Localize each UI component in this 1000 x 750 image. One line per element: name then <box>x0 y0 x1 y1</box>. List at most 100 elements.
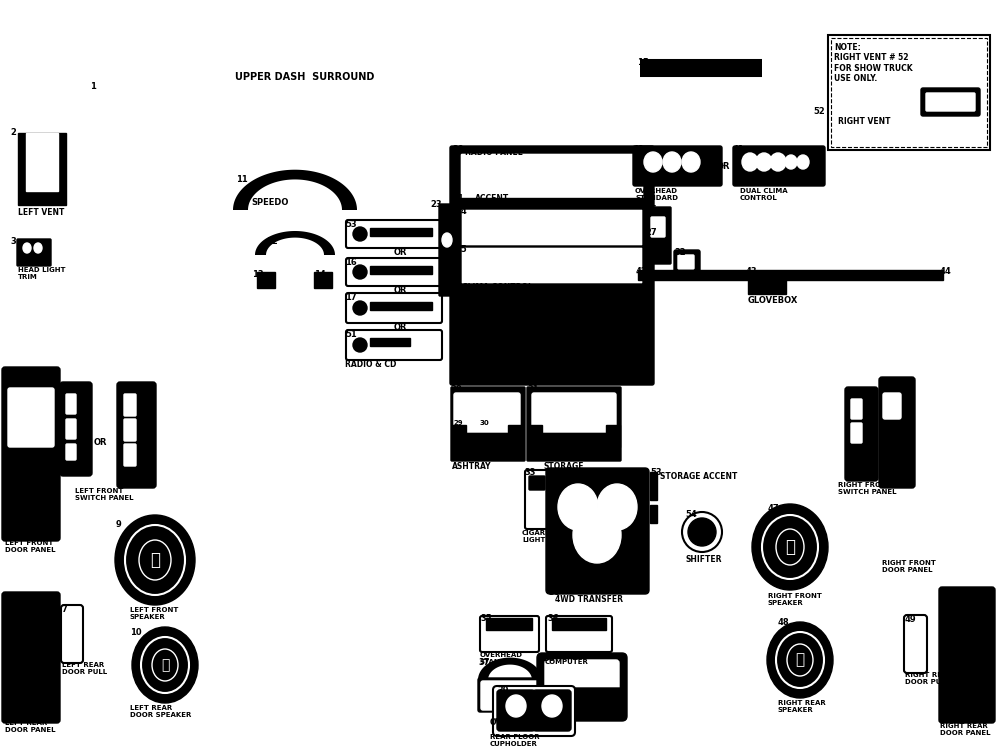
Text: 29: 29 <box>453 420 463 426</box>
Text: 36: 36 <box>548 588 560 597</box>
FancyBboxPatch shape <box>346 258 442 286</box>
FancyBboxPatch shape <box>921 88 980 116</box>
FancyBboxPatch shape <box>66 394 76 414</box>
Text: OR: OR <box>393 323 407 332</box>
FancyBboxPatch shape <box>527 387 621 461</box>
Ellipse shape <box>125 525 185 595</box>
Text: RIGHT FRONT
SWITCH PANEL: RIGHT FRONT SWITCH PANEL <box>838 482 896 495</box>
Ellipse shape <box>542 695 562 717</box>
Text: 43: 43 <box>746 267 758 276</box>
Bar <box>370 266 432 274</box>
Ellipse shape <box>682 152 700 172</box>
Text: SHIFTER: SHIFTER <box>685 555 722 564</box>
Text: 15: 15 <box>637 58 649 67</box>
Ellipse shape <box>762 515 818 579</box>
FancyBboxPatch shape <box>481 681 539 710</box>
Ellipse shape <box>776 529 804 565</box>
Text: 21: 21 <box>452 194 464 203</box>
Ellipse shape <box>139 540 171 580</box>
Text: RIGHT VENT: RIGHT VENT <box>838 117 891 126</box>
Ellipse shape <box>141 637 189 693</box>
Text: RADIO PANEL: RADIO PANEL <box>465 148 523 157</box>
Text: LEFT REAR
DOOR PANEL: LEFT REAR DOOR PANEL <box>5 720 56 733</box>
Ellipse shape <box>770 153 786 171</box>
Text: 28: 28 <box>450 385 462 394</box>
Bar <box>528 425 542 447</box>
FancyBboxPatch shape <box>117 382 156 488</box>
Text: SPEEDO: SPEEDO <box>251 198 289 207</box>
Text: 45: 45 <box>846 387 858 396</box>
Text: LEFT REAR
DOOR PULL: LEFT REAR DOOR PULL <box>62 662 107 675</box>
Text: 19: 19 <box>353 340 363 346</box>
Text: OR: OR <box>716 162 730 171</box>
Bar <box>486 618 532 630</box>
Ellipse shape <box>688 518 716 546</box>
FancyBboxPatch shape <box>533 690 571 731</box>
Polygon shape <box>255 231 335 255</box>
FancyBboxPatch shape <box>124 394 136 416</box>
FancyBboxPatch shape <box>346 220 442 248</box>
Ellipse shape <box>797 155 809 169</box>
Text: RIGHT REAR
DOOR PANEL: RIGHT REAR DOOR PANEL <box>940 723 990 736</box>
Ellipse shape <box>644 152 662 172</box>
Text: 17: 17 <box>345 293 357 302</box>
Ellipse shape <box>115 515 195 605</box>
Text: DUAL CLIMA
CONTROL: DUAL CLIMA CONTROL <box>740 188 788 201</box>
Text: OVERHEAD
COMPUTER: OVERHEAD COMPUTER <box>545 652 589 665</box>
FancyBboxPatch shape <box>537 653 627 721</box>
Bar <box>638 270 943 280</box>
Ellipse shape <box>787 644 813 676</box>
Text: 42: 42 <box>636 267 648 276</box>
Text: 23: 23 <box>430 200 442 209</box>
Text: GLOVEBOX: GLOVEBOX <box>748 296 798 305</box>
Ellipse shape <box>353 301 367 315</box>
FancyBboxPatch shape <box>678 255 694 269</box>
Text: 9: 9 <box>116 520 122 529</box>
FancyBboxPatch shape <box>926 93 975 111</box>
Text: RIGHT FRONT
SPEAKER: RIGHT FRONT SPEAKER <box>768 593 822 606</box>
FancyBboxPatch shape <box>649 207 671 264</box>
FancyBboxPatch shape <box>674 250 700 274</box>
FancyBboxPatch shape <box>60 382 92 476</box>
FancyBboxPatch shape <box>346 293 442 323</box>
FancyBboxPatch shape <box>2 592 60 723</box>
FancyBboxPatch shape <box>883 393 901 419</box>
Ellipse shape <box>23 243 31 253</box>
FancyBboxPatch shape <box>450 146 654 385</box>
FancyBboxPatch shape <box>529 476 545 490</box>
Text: ACCENT: ACCENT <box>475 194 509 203</box>
Ellipse shape <box>573 507 621 563</box>
Text: RIGHT FRONT
DOOR PANEL: RIGHT FRONT DOOR PANEL <box>882 560 936 573</box>
FancyBboxPatch shape <box>124 419 136 441</box>
Text: 1: 1 <box>90 82 96 91</box>
Text: OVERHEAD
STANDARD: OVERHEAD STANDARD <box>635 188 678 201</box>
FancyBboxPatch shape <box>904 615 927 673</box>
Text: 41: 41 <box>733 145 745 154</box>
Text: 16: 16 <box>345 258 357 267</box>
FancyBboxPatch shape <box>851 399 862 419</box>
Ellipse shape <box>785 155 797 169</box>
Text: 53: 53 <box>345 220 357 229</box>
Ellipse shape <box>442 233 452 247</box>
Text: CLIMA CONTROL: CLIMA CONTROL <box>462 283 533 292</box>
Bar <box>552 618 606 630</box>
Ellipse shape <box>34 243 42 253</box>
Text: NOTE:
RIGHT VENT # 52
FOR SHOW TRUCK
USE ONLY.: NOTE: RIGHT VENT # 52 FOR SHOW TRUCK USE… <box>834 43 913 83</box>
Text: 40: 40 <box>633 145 645 154</box>
Text: 24: 24 <box>455 207 467 216</box>
Text: 13: 13 <box>252 270 264 279</box>
Bar <box>828 35 990 150</box>
Text: 10: 10 <box>130 628 142 637</box>
Text: 32: 32 <box>674 248 686 257</box>
FancyBboxPatch shape <box>2 367 60 541</box>
Text: 5: 5 <box>3 592 9 601</box>
Bar <box>370 338 410 346</box>
Text: 51: 51 <box>345 330 357 339</box>
Text: 52: 52 <box>813 107 825 116</box>
Text: 50: 50 <box>940 587 952 596</box>
Bar <box>314 272 332 288</box>
Ellipse shape <box>752 504 828 590</box>
Text: REAR FLOOR
CUPHOLDER: REAR FLOOR CUPHOLDER <box>490 734 540 747</box>
FancyBboxPatch shape <box>461 209 643 246</box>
Text: ඛ: ඛ <box>785 538 795 556</box>
